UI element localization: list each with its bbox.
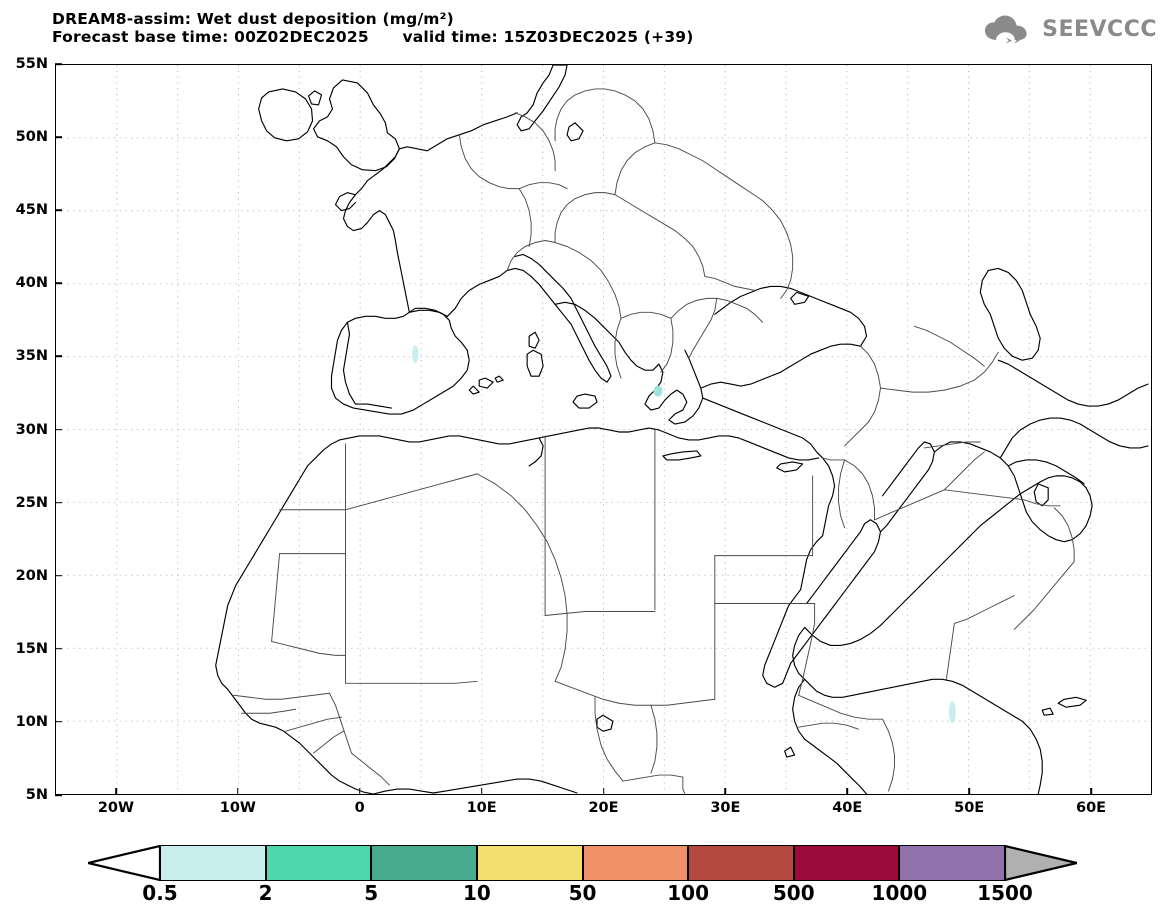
x-axis-tick-label: 20W <box>97 800 135 816</box>
x-axis-tick-label: 40E <box>832 800 863 816</box>
colorbar-segment <box>160 845 266 881</box>
x-axis-tick-mark <box>602 788 605 795</box>
graticule <box>56 65 1151 794</box>
colorbar-tick-label: 500 <box>772 881 815 905</box>
logo-text: SEEVCCC <box>1042 16 1157 42</box>
colorbar-tick-label: 0.5 <box>142 881 178 905</box>
y-axis-tick-label: 40N <box>15 275 48 292</box>
y-axis-tick-label: 20N <box>15 567 48 584</box>
y-axis-tick-mark <box>55 209 62 211</box>
y-axis-tick-mark <box>55 794 62 796</box>
colorbar-tick-label: 1500 <box>977 881 1033 905</box>
colorbar-segment <box>265 845 372 881</box>
x-axis-tick-mark <box>237 788 239 795</box>
colorbar-tick-label: 2 <box>258 881 273 905</box>
y-axis-tick-mark <box>55 63 62 65</box>
y-axis-tick-mark <box>55 428 62 431</box>
y-axis-tick-mark <box>55 721 62 723</box>
y-axis-tick-mark <box>55 355 62 358</box>
colorbar-segment <box>899 845 1005 881</box>
patch-libya-coast <box>653 385 663 397</box>
y-axis-tick-mark <box>55 574 62 577</box>
x-axis-tick-label: 60E <box>1076 800 1107 816</box>
x-axis-tick-label: 30E <box>710 800 741 816</box>
x-axis-tick-mark <box>968 788 970 795</box>
y-axis-tick-label: 55N <box>15 56 48 72</box>
y-axis-tick-mark <box>55 282 62 285</box>
y-axis-tick-label: 50N <box>15 129 48 146</box>
x-axis-tick-mark <box>846 788 849 795</box>
y-axis-tick-label: 45N <box>15 202 48 219</box>
coastlines <box>215 65 1149 794</box>
x-axis-tick-label: 10E <box>466 800 497 816</box>
y-axis-tick-label: 30N <box>15 421 48 438</box>
forecast-time-subtitle: Forecast base time: 00Z02DEC2025 valid t… <box>52 28 694 47</box>
colorbar-tick-label: 100 <box>667 881 709 905</box>
x-axis-tick-label: 20E <box>588 800 619 816</box>
plot-frame <box>55 64 1152 795</box>
colorbar-segment <box>688 845 794 881</box>
patch-gulf-of-aden <box>948 701 956 724</box>
x-axis-tick-mark <box>358 788 361 795</box>
y-axis-tick-mark <box>55 648 62 650</box>
y-axis-tick-label: 35N <box>15 348 48 365</box>
colorbar-tick-label: 5 <box>364 881 379 905</box>
colorbar-segment <box>793 845 900 881</box>
y-axis-tick-label: 15N <box>15 640 48 657</box>
cloud-icon <box>985 15 1027 44</box>
y-axis-tick-mark <box>55 136 62 138</box>
deposition-patches <box>412 345 956 724</box>
x-axis-tick-mark <box>724 788 727 795</box>
x-axis-tick-mark <box>1090 788 1092 795</box>
map-canvas <box>56 65 1151 794</box>
patch-algeria <box>412 345 419 364</box>
page-title: DREAM8-assim: Wet dust deposition (mg/m²… <box>52 10 454 28</box>
chart-title-block: DREAM8-assim: Wet dust deposition (mg/m²… <box>52 10 694 47</box>
colorbar-tick-label: 10 <box>462 881 491 905</box>
colorbar-segment <box>371 845 477 881</box>
colorbar-tick-label: 1000 <box>871 881 928 905</box>
y-axis-tick-label: 5N <box>25 787 48 803</box>
colorbar-over-arrow <box>1005 845 1077 881</box>
y-axis-tick-mark <box>55 501 62 504</box>
x-axis-tick-label: 0 <box>354 800 365 816</box>
y-axis-tick-label: 25N <box>15 494 48 511</box>
map-plot-area <box>55 64 1152 795</box>
colorbar-tick-label: 50 <box>568 881 597 905</box>
x-axis-tick-mark <box>480 788 483 795</box>
colorbar-segment <box>582 845 689 881</box>
colorbar-segment <box>476 845 583 881</box>
seevccc-logo: SEEVCCC <box>983 14 1157 44</box>
x-axis-tick-label: 50E <box>954 800 985 816</box>
x-axis-tick-label: 10W <box>219 800 256 816</box>
colorbar-under-arrow <box>88 845 160 881</box>
y-axis-tick-label: 10N <box>15 713 48 730</box>
colorbar: 0.5 2 5 10 50 100 500 1000 1500 <box>88 845 1077 905</box>
x-axis-tick-mark <box>115 788 117 795</box>
